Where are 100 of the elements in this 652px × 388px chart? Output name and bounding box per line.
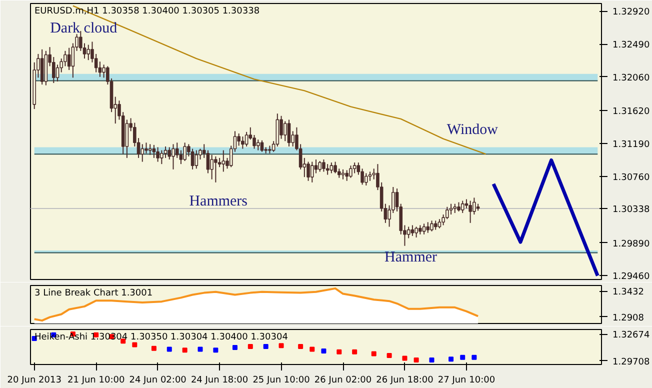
candlestick xyxy=(206,150,210,174)
candlestick xyxy=(218,157,222,168)
candlestick xyxy=(430,220,434,232)
y-tick-label: 1.32060 xyxy=(612,73,650,84)
annotation: Window xyxy=(446,122,498,138)
candlestick xyxy=(314,158,318,174)
x-tick-label: 25 Jun 10:00 xyxy=(252,376,310,386)
candlestick xyxy=(330,162,334,174)
annotation: Dark cloud xyxy=(50,20,118,37)
candlestick xyxy=(260,140,264,152)
point xyxy=(472,354,477,360)
candlestick xyxy=(156,146,160,162)
y-tick-label: 1.29890 xyxy=(612,239,650,250)
candlestick xyxy=(256,139,260,151)
chart-title: 3 Line Break Chart 1.3001 xyxy=(34,288,153,298)
point xyxy=(213,348,218,353)
y-tick-label: 1.31620 xyxy=(612,107,650,118)
candlestick xyxy=(287,119,291,147)
candlestick xyxy=(190,148,194,170)
annotation: Hammers xyxy=(189,193,248,210)
point xyxy=(263,344,268,350)
candlestick xyxy=(318,160,322,172)
point xyxy=(151,346,156,351)
candlestick xyxy=(364,172,368,186)
candlestick xyxy=(210,154,214,180)
x-tick-label: 26 Jun 18:00 xyxy=(376,376,434,386)
candlestick xyxy=(426,222,430,234)
candlestick xyxy=(326,164,330,176)
point xyxy=(132,342,138,348)
candlestick xyxy=(86,44,90,61)
point xyxy=(166,346,172,352)
candlestick xyxy=(283,120,287,142)
point xyxy=(336,349,342,354)
candlestick xyxy=(449,203,453,216)
candlestick xyxy=(237,132,240,146)
candlestick xyxy=(410,224,414,236)
line-series xyxy=(492,158,600,278)
y-tick-label: 1.32920 xyxy=(612,8,650,18)
candlestick xyxy=(40,48,44,86)
point xyxy=(278,343,284,348)
y-tick-label: 1.2908 xyxy=(612,313,644,324)
candlestick xyxy=(434,220,438,230)
candlestick xyxy=(349,165,352,178)
candlestick xyxy=(67,47,71,71)
x-tick-label: 27 Jun 10:00 xyxy=(438,376,496,386)
candlestick xyxy=(144,142,148,154)
x-tick-label: 24 Jun 02:00 xyxy=(129,376,187,386)
point xyxy=(402,356,408,361)
candlestick xyxy=(322,158,326,172)
candlestick xyxy=(194,150,198,170)
point xyxy=(429,358,434,363)
candlestick xyxy=(345,170,349,182)
annotation: Hammer xyxy=(384,249,438,266)
candlestick xyxy=(241,136,244,150)
point xyxy=(248,344,253,350)
candlestick xyxy=(125,119,129,158)
candlestick xyxy=(102,64,106,78)
x-tick-label: 24 Jun 18:00 xyxy=(190,376,248,386)
y-tick-label: 1.32490 xyxy=(612,40,650,51)
candlestick xyxy=(334,161,337,174)
point xyxy=(371,351,376,356)
candlestick xyxy=(352,162,356,174)
y-tick-label: 1.31190 xyxy=(612,140,650,150)
candlestick xyxy=(460,200,464,214)
y-tick-label: 1.32674 xyxy=(612,330,650,341)
candlestick xyxy=(310,161,314,183)
candlestick xyxy=(244,131,248,147)
candlestick xyxy=(168,146,172,160)
point xyxy=(448,356,454,362)
candlestick xyxy=(148,144,152,156)
candlestick xyxy=(468,200,472,224)
point xyxy=(298,344,304,350)
candlestick xyxy=(160,150,164,165)
candlestick xyxy=(457,202,460,212)
point xyxy=(386,353,392,358)
point xyxy=(352,349,358,354)
point xyxy=(310,346,315,352)
candlestick xyxy=(453,203,457,214)
x-tick-label: 20 Jun 2013 xyxy=(7,376,62,386)
y-tick-label: 1.29460 xyxy=(612,272,650,282)
ref-line-label: 1.30338 xyxy=(612,205,650,216)
point xyxy=(198,346,203,352)
candlestick xyxy=(164,146,168,158)
candlestick xyxy=(222,150,226,172)
x-tick-label: 26 Jun 02:00 xyxy=(314,376,372,386)
candlestick xyxy=(214,156,218,183)
candlestick xyxy=(183,142,186,162)
point xyxy=(321,348,326,354)
y-tick-label: 1.3432 xyxy=(612,288,644,298)
point xyxy=(182,348,188,353)
candlestick xyxy=(94,53,98,73)
candlestick xyxy=(306,161,310,182)
candlestick xyxy=(172,144,175,170)
point xyxy=(460,354,466,360)
candlestick xyxy=(140,144,144,162)
point xyxy=(414,358,419,363)
candlestick xyxy=(418,224,422,235)
point xyxy=(232,344,238,350)
candlestick xyxy=(414,226,418,238)
x-tick-label: 21 Jun 10:00 xyxy=(68,376,125,386)
